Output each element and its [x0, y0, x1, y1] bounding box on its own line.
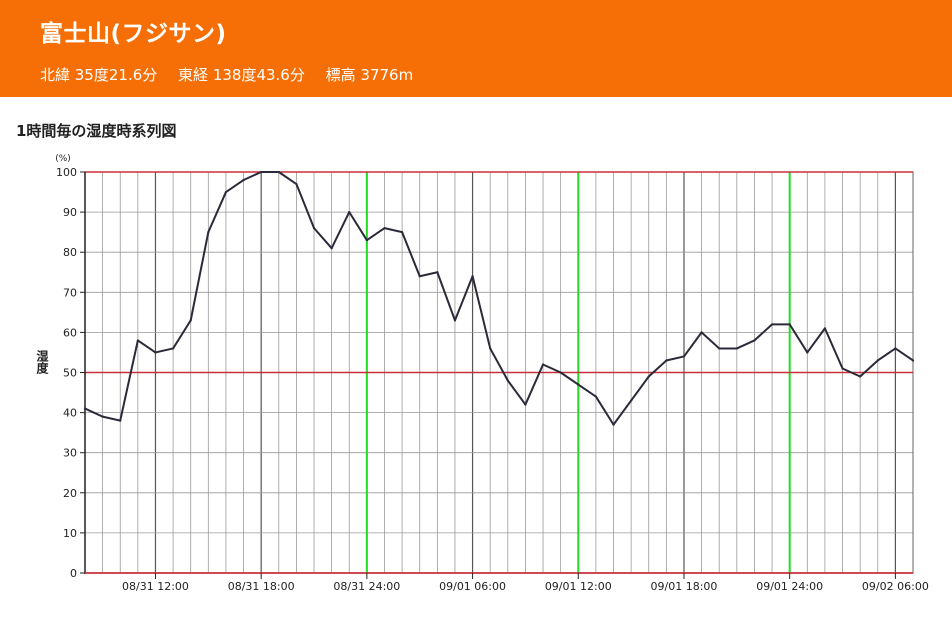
y-tick-label: 40: [63, 407, 77, 420]
humidity-point: [436, 271, 439, 274]
humidity-point: [312, 227, 316, 230]
x-tick-label: 09/02 06:00: [862, 580, 929, 593]
location-info: 北緯 35度21.6分 東経 138度43.6分 標高 3776m: [40, 64, 429, 85]
humidity-point: [224, 190, 228, 194]
humidity-point: [348, 211, 351, 214]
humidity-point: [242, 178, 245, 182]
humidity-point: [876, 359, 879, 362]
series: [83, 170, 915, 426]
y-axis-label: 湿度: [35, 349, 49, 375]
humidity-point: [506, 379, 509, 382]
humidity-point: [770, 323, 774, 326]
humidity-point: [806, 351, 809, 354]
humidity-point: [859, 375, 862, 378]
latitude: 北緯 35度21.6分: [40, 66, 158, 84]
labels: 0 10 20 30 40 50 60 70 80 90 100 08/31 12:00 08/31 1…: [35, 154, 929, 593]
y-unit-label: (%): [55, 154, 71, 164]
humidity-point: [541, 363, 545, 366]
mountain-name: 富士山(フジサン): [40, 21, 227, 47]
humidity-point: [189, 319, 192, 322]
humidity-point: [365, 239, 368, 242]
humidity-point: [630, 399, 633, 402]
reference-lines: [85, 171, 913, 374]
humidity-point: [418, 275, 421, 278]
humidity-point: [471, 275, 474, 278]
humidity-line: [84, 171, 914, 426]
humidity-point: [260, 170, 263, 174]
humidity-point: [559, 371, 562, 374]
axes: [80, 171, 913, 579]
humidity-point: [524, 403, 527, 406]
humidity-point: [489, 347, 492, 350]
humidity-point: [841, 367, 844, 370]
y-tick-label: 60: [63, 326, 77, 339]
humidity-point: [665, 359, 668, 362]
elevation: 標高 3776m: [325, 66, 414, 84]
humidity-point: [401, 231, 404, 234]
humidity-point: [101, 415, 104, 418]
longitude: 東経 138度43.6分: [178, 66, 305, 84]
humidity-point: [119, 419, 122, 422]
humidity-point: [911, 359, 915, 362]
humidity-point: [612, 423, 615, 426]
x-tick-label: 09/01 18:00: [651, 580, 718, 593]
humidity-point: [577, 383, 580, 386]
x-tick-label: 08/31 24:00: [333, 580, 400, 593]
humidity-point: [383, 227, 386, 230]
humidity-point: [700, 331, 703, 334]
humidity-point: [753, 339, 756, 342]
chart-title: 1時間毎の湿度時系列図: [16, 122, 177, 140]
y-tick-label: 80: [63, 246, 77, 259]
humidity-point: [647, 375, 650, 378]
humidity-point: [330, 247, 333, 250]
humidity-point: [453, 319, 457, 322]
humidity-point: [171, 347, 175, 350]
y-tick-label: 70: [63, 286, 77, 299]
y-tick-label: 10: [63, 527, 77, 540]
humidity-point: [823, 327, 827, 330]
humidity-point: [277, 170, 280, 174]
humidity-point: [788, 323, 791, 326]
humidity-point: [207, 231, 210, 234]
humidity-point: [295, 182, 298, 186]
humidity-point: [136, 339, 139, 342]
y-tick-label: 0: [70, 567, 77, 580]
humidity-point: [83, 407, 87, 410]
header-bar: 富士山(フジサン) 北緯 35度21.6分 東経 138度43.6分 標高 37…: [0, 0, 952, 97]
x-tick-label: 09/01 24:00: [756, 580, 823, 593]
y-tick-label: 90: [63, 206, 77, 219]
y-tick-label: 30: [63, 447, 77, 460]
x-tick-label: 09/01 12:00: [545, 580, 612, 593]
y-tick-label: 20: [63, 487, 77, 500]
y-tick-label: 100: [56, 166, 77, 179]
humidity-point: [718, 347, 721, 350]
humidity-point: [682, 355, 686, 358]
x-tick-label: 08/31 18:00: [228, 580, 295, 593]
humidity-point: [894, 347, 897, 350]
humidity-point: [735, 347, 738, 350]
humidity-point: [594, 395, 597, 398]
y-tick-label: 50: [63, 367, 77, 380]
x-tick-label: 08/31 12:00: [122, 580, 189, 593]
x-tick-label: 09/01 06:00: [439, 580, 506, 593]
humidity-point: [154, 351, 157, 354]
